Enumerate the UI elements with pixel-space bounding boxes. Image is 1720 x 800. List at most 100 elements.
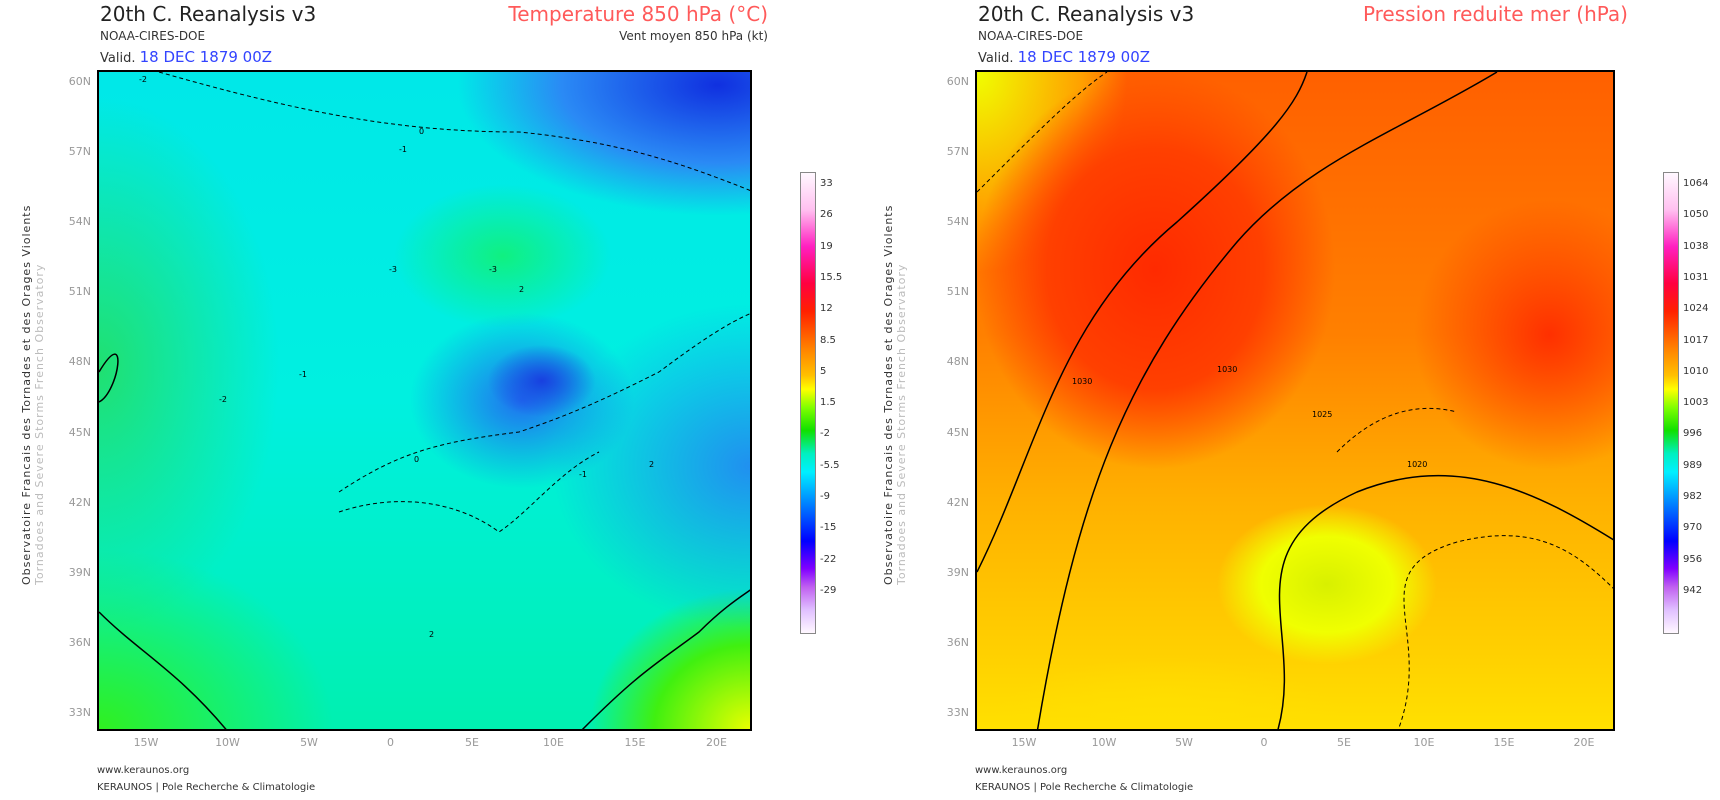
field-subtitle: Vent moyen 850 hPa (kt) xyxy=(619,29,768,43)
lon-label: 20E xyxy=(1573,736,1595,749)
lat-label: 42N xyxy=(946,495,969,509)
valid-label: Valid. xyxy=(978,51,1014,66)
colorbar-label: 982 xyxy=(1683,491,1703,502)
contour-label: 0 xyxy=(414,455,419,464)
lon-label: 20E xyxy=(706,736,727,749)
valid-date: 18 DEC 1879 00Z xyxy=(1017,48,1151,66)
lat-label: 60N xyxy=(946,75,969,88)
lat-label: 60N xyxy=(68,75,91,88)
contour-label: 1020 xyxy=(1407,460,1427,469)
lat-label: 36N xyxy=(68,635,91,649)
lon-label: 0 xyxy=(387,736,394,749)
side-text-fr: Observatoire Francais des Tornades et de… xyxy=(882,204,895,585)
side-text-en: Tornadoes and Severe Storms French Obser… xyxy=(895,263,908,585)
contour-line xyxy=(1277,474,1613,729)
map-area[interactable]: 1030 1030 1025 1020 xyxy=(975,70,1615,731)
map-area[interactable]: -2 -3 0 -1 -3 2 -2 -1 0 -1 2 2 xyxy=(97,70,752,731)
lat-label: 42N xyxy=(68,495,91,509)
contour-line xyxy=(99,353,119,403)
contour-line xyxy=(1036,72,1498,729)
lat-label: 54N xyxy=(68,215,91,229)
colorbar xyxy=(800,172,816,634)
lat-label: 57N xyxy=(68,145,91,159)
contour-label: 2 xyxy=(429,630,434,639)
contour-lines: -2 -3 0 -1 -3 2 -2 -1 0 -1 2 2 xyxy=(99,72,750,729)
lat-label: 48N xyxy=(68,355,91,369)
colorbar-label: 1050 xyxy=(1683,209,1709,221)
lat-label: 45N xyxy=(946,425,969,439)
colorbar-label: 15.5 xyxy=(820,271,843,283)
lat-label: 33N xyxy=(68,705,91,719)
lon-label: 5E xyxy=(465,736,479,749)
contour-label: -3 xyxy=(389,265,397,274)
lat-label: 39N xyxy=(68,565,91,579)
side-text-right: Observatoire Francais des Tornades et de… xyxy=(882,205,908,585)
lon-label: 5E xyxy=(1337,736,1351,749)
contour-label: 1025 xyxy=(1312,410,1332,419)
footer-org: KERAUNOS | Pole Recherche & Climatologie xyxy=(975,782,1194,793)
colorbar-label: 1064 xyxy=(1683,178,1709,189)
contour-line xyxy=(1336,407,1458,453)
colorbar-label: 1010 xyxy=(1683,365,1709,377)
footer-url[interactable]: www.keraunos.org xyxy=(975,765,1068,776)
contour-label: -3 xyxy=(489,265,497,274)
contour-label: 1030 xyxy=(1217,365,1237,374)
contour-label: -1 xyxy=(399,145,407,154)
colorbar-label: 1.5 xyxy=(820,397,836,409)
colorbar-label: -2 xyxy=(820,428,830,440)
colorbar-label: 33 xyxy=(820,178,833,189)
colorbar-label: 996 xyxy=(1683,428,1703,440)
valid-time: Valid. 18 DEC 1879 00Z xyxy=(100,48,272,66)
lon-label: 10W xyxy=(1091,736,1117,749)
colorbar-label: 970 xyxy=(1683,522,1703,534)
lat-label: 36N xyxy=(946,635,969,649)
colorbar-label: 12 xyxy=(820,303,833,315)
contour-line xyxy=(1397,535,1613,729)
contour-line xyxy=(158,72,750,191)
colorbar-label: 1038 xyxy=(1683,240,1709,252)
lat-label: 48N xyxy=(946,355,969,369)
colorbar-label: -22 xyxy=(820,553,837,565)
colorbar-label: 1003 xyxy=(1683,397,1709,409)
lat-label: 51N xyxy=(946,285,969,299)
contour-line xyxy=(99,611,227,729)
contour-lines: 1030 1030 1025 1020 xyxy=(977,72,1613,729)
colorbar-label: 1031 xyxy=(1683,271,1709,283)
contour-label: -2 xyxy=(219,395,227,404)
lat-label: 33N xyxy=(946,705,969,719)
source-label: NOAA-CIRES-DOE xyxy=(978,29,1084,43)
colorbar-label: 8.5 xyxy=(820,334,836,346)
contour-label: 0 xyxy=(419,127,424,136)
lon-label: 10E xyxy=(543,736,564,749)
lon-label: 15W xyxy=(133,736,159,749)
source-label: NOAA-CIRES-DOE xyxy=(100,29,206,43)
valid-date: 18 DEC 1879 00Z xyxy=(139,48,273,66)
valid-label: Valid. xyxy=(100,51,136,66)
lat-label: 51N xyxy=(68,285,91,299)
colorbar-label: 26 xyxy=(820,209,833,221)
field-title: Temperature 850 hPa (°C) xyxy=(508,2,768,26)
model-title: 20th C. Reanalysis v3 xyxy=(100,2,317,26)
side-text: Observatoire Francais des Tornades et de… xyxy=(20,205,46,585)
colorbar-label: 942 xyxy=(1683,584,1703,596)
footer-org: KERAUNOS | Pole Recherche & Climatologie xyxy=(97,782,316,793)
lon-label: 5W xyxy=(300,736,318,749)
lat-label: 39N xyxy=(946,565,969,579)
contour-label: 2 xyxy=(519,285,524,294)
field-title: Pression reduite mer (hPa) xyxy=(1362,2,1628,26)
colorbar-label: 1017 xyxy=(1683,334,1709,346)
contour-label: -1 xyxy=(579,470,587,479)
colorbar-label: 1024 xyxy=(1683,303,1709,315)
contour-line xyxy=(581,589,750,729)
lat-label: 54N xyxy=(946,215,969,229)
footer-url[interactable]: www.keraunos.org xyxy=(97,765,190,776)
colorbar-label: -9 xyxy=(820,491,830,502)
contour-line xyxy=(338,313,750,493)
contour-label: 1030 xyxy=(1072,377,1092,386)
contour-line xyxy=(338,451,600,533)
lon-label: 10E xyxy=(1413,736,1435,749)
lon-label: 15E xyxy=(624,736,646,749)
lon-label: 0 xyxy=(1260,736,1268,749)
colorbar-label: 989 xyxy=(1683,459,1703,471)
model-title: 20th C. Reanalysis v3 xyxy=(978,2,1195,26)
